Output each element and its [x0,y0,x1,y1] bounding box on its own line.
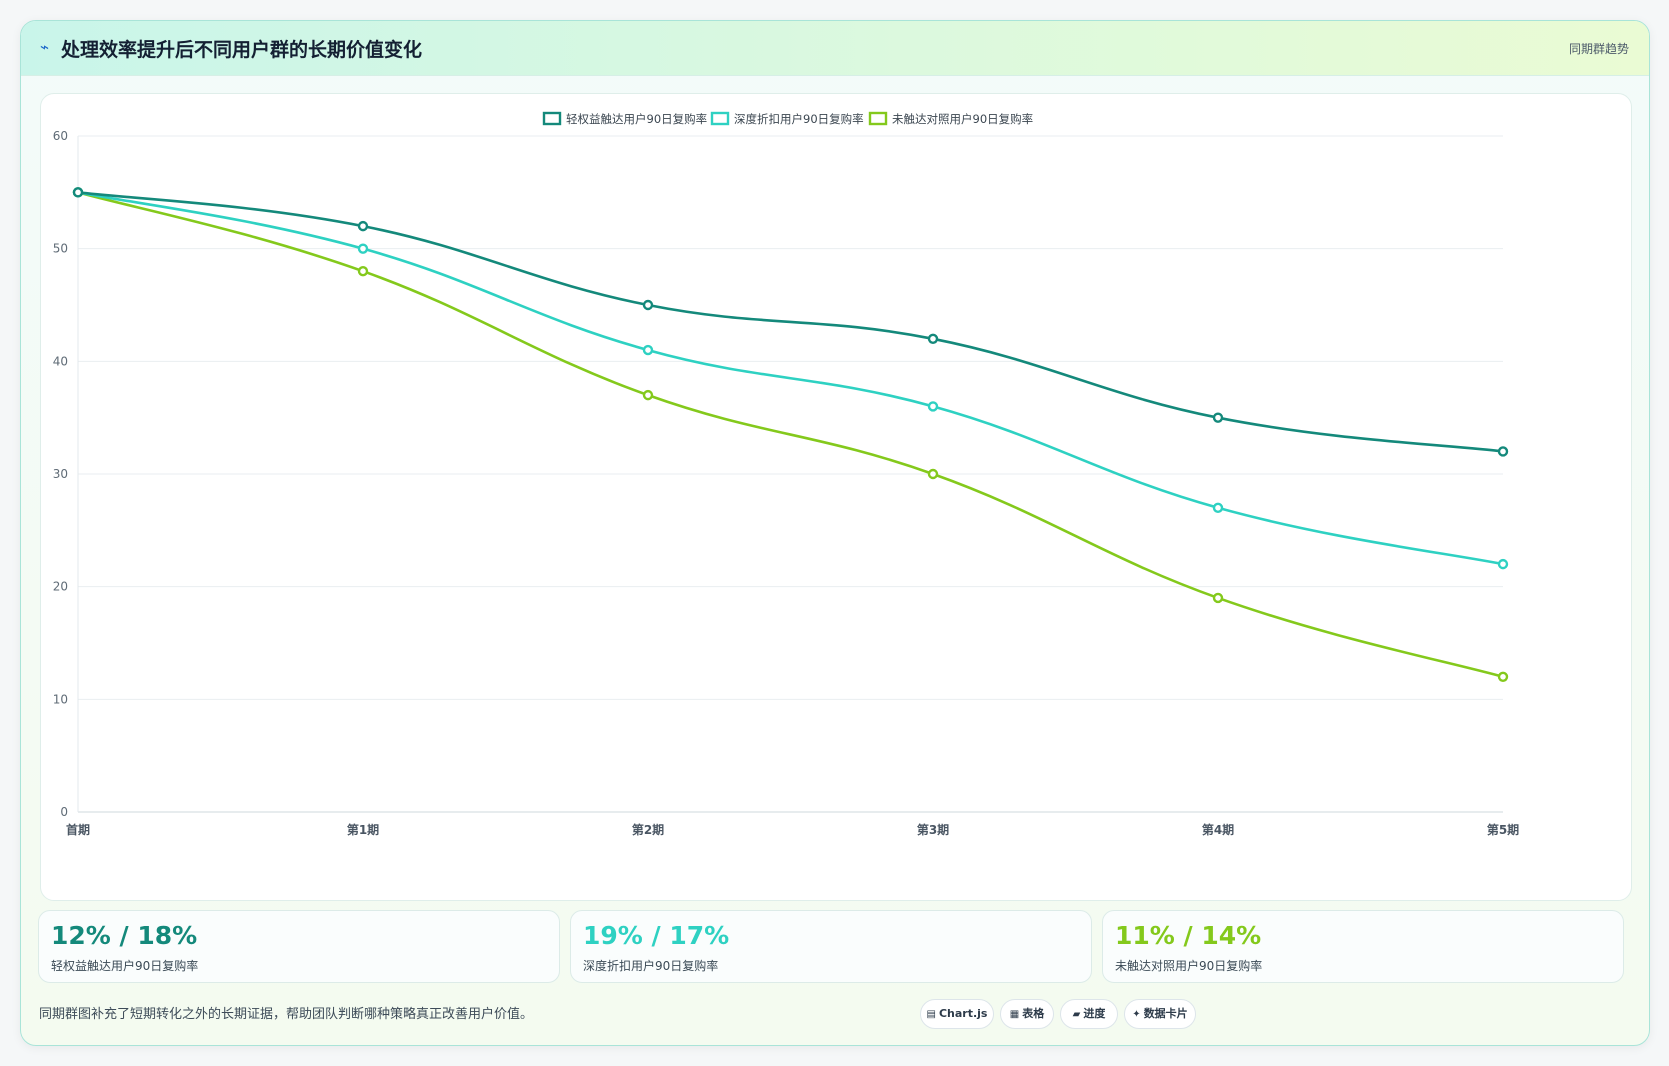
chart-icon: ▤ [926,1009,936,1020]
series-line [77,191,1504,679]
x-tick-label: 第3期 [917,822,949,837]
chip-label: Chart.js [938,1007,988,1020]
legend-swatch [542,111,562,126]
data-point [642,299,654,311]
chip-label: 数据卡片 [1143,1007,1188,1020]
footnote: 同期群图补充了短期转化之外的长期证据，帮助团队判断哪种策略真正改善用户价值。 [39,1007,534,1022]
stat-value: 19% / 17% [583,921,730,950]
stat-card-control: 11% / 14% 未触达对照用户90日复购率 [1102,910,1624,983]
legend-label: 轻权益触达用户90日复购率 [566,112,707,126]
data-point [927,333,939,345]
page-title: 处理效率提升后不同用户群的长期价值变化 [61,39,423,61]
data-point [72,187,84,198]
x-tick-label: 首期 [66,822,90,837]
stat-value: 12% / 18% [51,921,198,950]
data-point [357,220,369,232]
y-tick-label: 20 [53,580,68,594]
chip-label: 表格 [1022,1007,1045,1020]
data-point [642,389,654,401]
data-point [1497,446,1509,457]
y-tick-label: 60 [53,129,68,143]
data-point [642,344,654,356]
x-tick-label: 第1期 [347,822,379,837]
chip-table[interactable]: ▦ 表格 [1000,999,1054,1029]
y-tick-label: 40 [53,354,68,368]
chip-chartjs[interactable]: ▤ Chart.js [920,999,994,1029]
data-point [927,401,939,412]
chip-data-card[interactable]: ✦ 数据卡片 [1124,999,1196,1029]
x-tick-label: 第4期 [1202,822,1234,837]
data-point [357,243,369,254]
line-chart-icon: ⌁ [40,38,50,56]
chip-progress[interactable]: ▰ 进度 [1060,999,1118,1029]
line-chart: 0 10 20 30 40 50 60 首期 第1期 第2期 第3期 第4期 第5期 轻权益触达用户90日… [53,111,1519,837]
x-tick-label: 第2期 [632,822,664,837]
y-tick-label: 30 [53,467,68,481]
legend-label: 深度折扣用户90日复购率 [734,112,864,126]
chip-label: 进度 [1083,1007,1106,1020]
stat-card-deep-discount: 19% / 17% 深度折扣用户90日复购率 [570,910,1092,983]
series-line [77,191,1504,566]
legend-label: 未触达对照用户90日复购率 [892,112,1033,126]
y-tick-label: 0 [60,805,68,819]
stat-label: 轻权益触达用户90日复购率 [51,959,199,973]
x-tick-label: 第5期 [1487,822,1519,837]
series-line [77,191,1504,453]
chart-panel: 0 10 20 30 40 50 60 首期 第1期 第2期 第3期 第4期 第5期 轻权益触达用户90日… [40,93,1632,901]
y-tick-label: 50 [53,242,68,256]
progress-icon: ▰ [1072,1009,1081,1020]
card-header: ⌁ 处理效率提升后不同用户群的长期价值变化 同期群趋势 [21,21,1649,76]
stat-label: 深度折扣用户90日复购率 [583,959,719,973]
data-point [1212,592,1224,604]
data-point [357,265,369,277]
data-point [1497,558,1509,570]
dashboard-card: ⌁ 处理效率提升后不同用户群的长期价值变化 同期群趋势 0 10 20 30 40 50 6… [20,20,1650,1046]
y-tick-label: 10 [53,692,68,706]
stat-card-light-benefit: 12% / 18% 轻权益触达用户90日复购率 [38,910,560,983]
legend-swatch [868,111,888,126]
data-point [1212,412,1224,423]
data-point [1212,502,1224,513]
data-point [927,468,939,480]
stat-label: 未触达对照用户90日复购率 [1115,959,1263,973]
legend-swatch [710,111,730,126]
sparkle-icon: ✦ [1132,1009,1141,1020]
table-icon: ▦ [1009,1009,1020,1020]
stat-value: 11% / 14% [1115,921,1262,950]
header-tag: 同期群趋势 [1568,42,1629,56]
data-point [1497,671,1509,682]
